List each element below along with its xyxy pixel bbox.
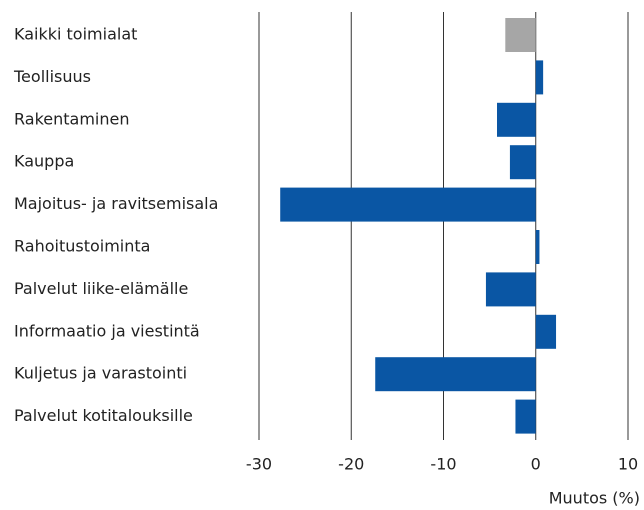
bar [515,399,536,434]
y-tick-label: Rahoitustoiminta [14,237,150,256]
bar [535,230,540,264]
y-tick-label: Majoitus- ja ravitsemisala [14,194,218,213]
bar [497,102,536,137]
y-tick-label: Kaikki toimialat [14,25,137,44]
x-axis-label: Muutos (%) [549,489,640,508]
bar [375,357,536,392]
x-tick-label: -20 [338,455,364,474]
x-tick-label: 10 [618,455,638,474]
y-tick-label: Kuljetus ja varastointi [14,364,187,383]
x-tick-label: -30 [246,455,272,474]
y-tick-label: Kauppa [14,152,74,171]
y-tick-label: Teollisuus [13,67,91,86]
bar [509,145,536,180]
y-tick-label: Rakentaminen [14,109,129,128]
bar [280,187,536,222]
x-tick-label: -10 [430,455,456,474]
y-tick-label: Palvelut liike-elämälle [14,279,188,298]
y-tick-label: Palvelut kotitalouksille [14,406,193,425]
bar [505,18,536,52]
x-tick-label: 0 [531,455,541,474]
bar [535,60,544,95]
bar [535,314,557,349]
bar [485,272,536,307]
y-tick-label: Informaatio ja viestintä [14,321,200,340]
